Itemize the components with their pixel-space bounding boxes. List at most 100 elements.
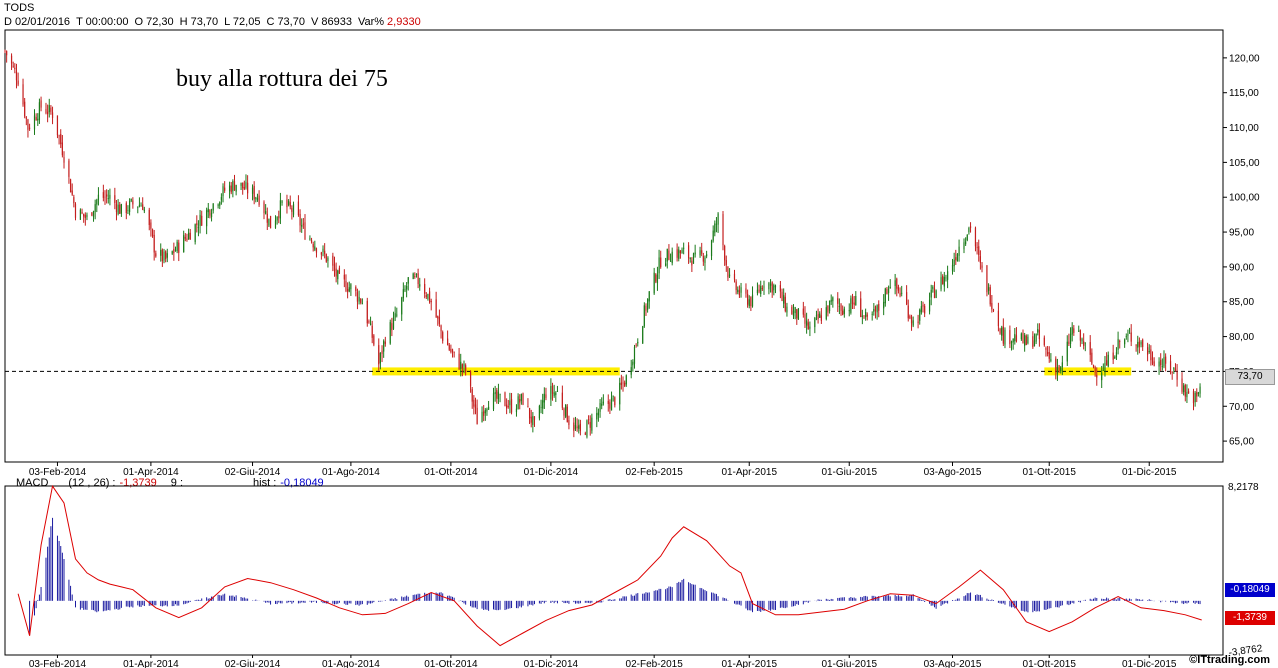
macd-x-tick-label: 03-Ago-2015 bbox=[924, 659, 982, 668]
candle-body bbox=[676, 249, 678, 258]
candle-body bbox=[148, 209, 150, 226]
candle-body bbox=[325, 254, 327, 262]
candle-body bbox=[884, 288, 886, 304]
candle-body bbox=[151, 229, 154, 237]
candle-body bbox=[406, 285, 408, 290]
candle-body bbox=[843, 308, 845, 314]
candle-body bbox=[678, 249, 680, 259]
candle-body bbox=[109, 194, 111, 199]
candle-body bbox=[683, 247, 685, 249]
candle-body bbox=[465, 365, 467, 373]
candle-body bbox=[138, 204, 141, 207]
candle-body bbox=[1025, 335, 1027, 345]
candle-body bbox=[920, 306, 922, 313]
candle-body bbox=[348, 287, 350, 292]
candle-body bbox=[591, 417, 593, 431]
candle-body bbox=[576, 426, 578, 428]
candle-body bbox=[1091, 352, 1093, 364]
candle-body bbox=[551, 385, 554, 394]
high-value: H 73,70 bbox=[179, 16, 219, 28]
candle-body bbox=[312, 244, 314, 248]
candle-body bbox=[197, 227, 200, 229]
candle-body bbox=[976, 246, 978, 249]
candle-body bbox=[47, 111, 49, 115]
candle-body bbox=[802, 308, 804, 315]
candle-body bbox=[866, 314, 868, 317]
candle-body bbox=[48, 105, 50, 113]
candle-body bbox=[281, 201, 283, 203]
candle-body bbox=[115, 203, 118, 213]
y-tick-label: 70,00 bbox=[1229, 402, 1254, 413]
macd-x-tick-label: 01-Apr-2014 bbox=[123, 659, 179, 668]
candle-body bbox=[460, 361, 462, 370]
candle-body bbox=[886, 288, 888, 294]
candle-body bbox=[1171, 371, 1173, 373]
candle-body bbox=[515, 408, 518, 413]
candle-body bbox=[1081, 338, 1083, 342]
candle-body bbox=[435, 299, 437, 318]
candle-body bbox=[1125, 336, 1127, 338]
candle-body bbox=[1046, 352, 1049, 354]
candle-body bbox=[428, 291, 431, 303]
candle-body bbox=[474, 404, 477, 408]
candle-body bbox=[107, 198, 109, 199]
candle-body bbox=[1115, 352, 1118, 358]
candle-body bbox=[50, 107, 52, 112]
candle-body bbox=[1010, 341, 1013, 343]
candle-body bbox=[586, 420, 588, 437]
candle-body bbox=[1169, 361, 1172, 372]
candle-body bbox=[863, 315, 865, 317]
candle-body bbox=[381, 350, 383, 354]
candle-body bbox=[263, 202, 265, 214]
macd-x-tick-label: 01-Ott-2014 bbox=[424, 659, 478, 668]
candle-body bbox=[176, 241, 178, 252]
candle-body bbox=[1022, 332, 1024, 344]
candle-body bbox=[1079, 330, 1081, 341]
macd-x-tick-label: 02-Giu-2014 bbox=[225, 659, 281, 668]
candle-body bbox=[360, 299, 362, 303]
candle-body bbox=[865, 312, 867, 318]
candle-body bbox=[343, 274, 345, 280]
candle-body bbox=[724, 246, 726, 261]
candle-body bbox=[974, 227, 977, 247]
candle-body bbox=[1066, 341, 1068, 362]
y-tick-label: 110,00 bbox=[1229, 123, 1259, 134]
candle-body bbox=[194, 224, 196, 242]
candle-body bbox=[658, 257, 660, 274]
candle-body bbox=[533, 416, 536, 420]
candle-body bbox=[414, 276, 416, 278]
candle-body bbox=[928, 299, 931, 312]
candle-body bbox=[940, 277, 942, 290]
candle-body bbox=[338, 267, 341, 274]
candle-body bbox=[578, 425, 580, 429]
candle-body bbox=[24, 101, 26, 117]
x-tick-label: 01-Apr-2014 bbox=[123, 467, 179, 478]
candle-body bbox=[965, 241, 967, 245]
candle-body bbox=[978, 246, 980, 256]
candle-body bbox=[701, 250, 703, 254]
candle-body bbox=[448, 345, 450, 350]
candle-body bbox=[727, 267, 729, 278]
candle-body bbox=[647, 299, 649, 310]
candle-body bbox=[632, 361, 634, 366]
candle-body bbox=[922, 304, 924, 307]
candle-body bbox=[745, 288, 747, 294]
candle-body bbox=[40, 100, 42, 108]
candle-body bbox=[1163, 357, 1165, 367]
candle-body bbox=[37, 118, 39, 121]
candle-body bbox=[704, 257, 706, 263]
candle-body bbox=[174, 250, 177, 252]
candle-body bbox=[1035, 333, 1037, 342]
candle-body bbox=[917, 321, 919, 324]
candle-body bbox=[794, 307, 796, 314]
candle-body bbox=[1199, 386, 1201, 394]
candle-body bbox=[553, 392, 555, 396]
candle-body bbox=[527, 406, 529, 407]
time-value: T 00:00:00 bbox=[76, 16, 129, 28]
candle-body bbox=[665, 263, 667, 266]
candle-body bbox=[901, 292, 903, 294]
candle-body bbox=[692, 253, 695, 264]
candle-body bbox=[842, 310, 844, 315]
candle-body bbox=[1056, 367, 1059, 374]
candle-body bbox=[878, 303, 880, 311]
